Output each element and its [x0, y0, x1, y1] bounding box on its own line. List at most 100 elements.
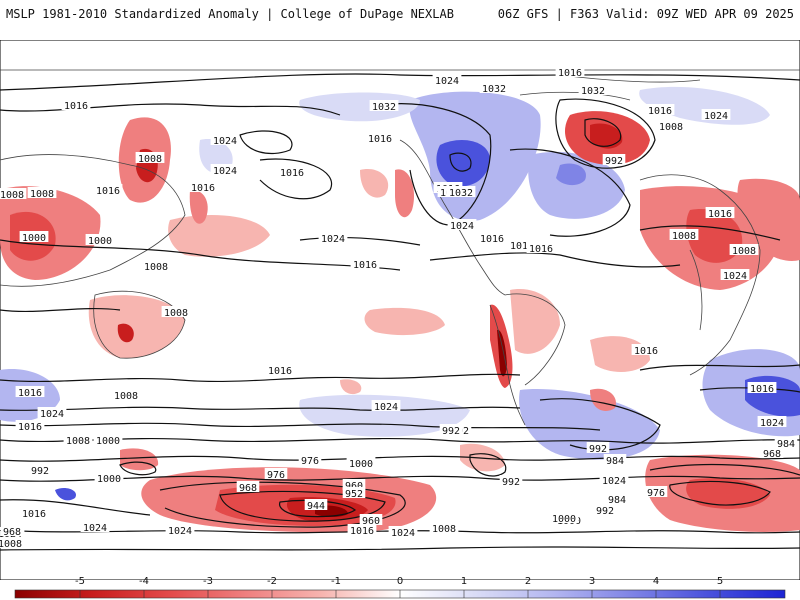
isobar-label: 992 — [596, 506, 614, 517]
isobar-label-bg — [80, 521, 110, 532]
isobar-label-bg — [94, 472, 124, 483]
isobar-label: 1016 — [64, 101, 88, 112]
isobar-label-bg — [774, 437, 798, 448]
isobar-label: 1024 — [168, 526, 192, 537]
isobar-label: 952 — [345, 489, 363, 500]
isobar-label: 1008 — [114, 391, 138, 402]
isobar-label-bg — [586, 442, 610, 453]
isobar-label: 1016 — [510, 241, 534, 252]
isobar-label-bg — [63, 434, 93, 445]
isobar-label: 1024 — [602, 476, 626, 487]
isobar-label-bg — [85, 234, 115, 245]
negative-anomaly-pacific-subtropical — [168, 215, 270, 257]
isobar-label: 1016 — [648, 106, 672, 117]
isobar-label-bg — [236, 481, 260, 492]
isobar-label-bg — [111, 389, 141, 400]
isobar-label-bg — [359, 514, 383, 525]
isobar-label-bg — [210, 164, 240, 175]
isobar-label-bg — [603, 454, 627, 465]
isobar-label: 1016 — [368, 134, 392, 145]
isobar-label: 1008 — [672, 231, 696, 242]
colorbar-tick-label: -5 — [75, 576, 85, 587]
isobar-label: 976 — [647, 488, 665, 499]
isobar-label: 1016 — [350, 526, 374, 537]
isobar-label: 1008 — [432, 524, 456, 535]
positive-anomaly-atlantic — [528, 151, 625, 219]
isobar-label: 1024 — [435, 76, 459, 87]
isobar-label: 992 — [589, 444, 607, 455]
colorbar-tick-label: -3 — [203, 576, 213, 587]
isobar-label: 1024 — [391, 528, 415, 539]
isobar-label-bg — [161, 306, 191, 317]
isobar-label-bg — [265, 364, 295, 375]
isobar-label: 1016 — [18, 388, 42, 399]
isobar-label: 1024 — [213, 136, 237, 147]
isobar-label: 1016 — [529, 244, 553, 255]
colorbar-tick-label: -2 — [267, 576, 277, 587]
isobar-label-bg — [37, 407, 67, 418]
colorbar-tick-label: 5 — [717, 576, 723, 587]
isobar-label: 1016 — [191, 183, 215, 194]
isobar-label-bg — [439, 424, 463, 435]
isobar-label-bg — [499, 475, 523, 486]
isobar-label-bg — [188, 181, 218, 192]
negative-anomaly-north-america-west — [395, 169, 415, 218]
isobar-label-bg — [447, 219, 477, 230]
isobar-label: 1008 — [0, 539, 22, 550]
negative-anomaly-australia — [88, 295, 185, 359]
colorbar-tick-label: 4 — [653, 576, 659, 587]
coastlines — [0, 69, 800, 426]
isobar-label-bg — [210, 134, 240, 145]
isobar-label-bg — [347, 524, 377, 535]
isobar-label-bg — [342, 487, 366, 498]
isobar-label-bg — [605, 493, 629, 504]
isobar-label-bg — [602, 154, 626, 165]
isobar-label: 1016 — [18, 422, 42, 433]
isobar-label: 1008 — [0, 190, 24, 201]
isobar-label: 1016 — [708, 209, 732, 220]
isobar-label: 1032 — [372, 102, 396, 113]
isobar-label-bg — [342, 479, 366, 490]
isobar-label-bg — [15, 420, 45, 431]
colorbar: -5 -4 -3 -2 -1 0 1 2 3 4 5 — [14, 576, 786, 599]
isobar-label: 968 — [763, 449, 781, 460]
isobar-label: 984 — [608, 495, 626, 506]
isobar-label-bg — [555, 66, 585, 77]
isobar-label-bg — [93, 184, 123, 195]
isobar-label-bg — [365, 132, 395, 143]
isobar-label-bg — [388, 526, 418, 537]
isobar-label-bg — [135, 152, 165, 163]
colorbar-tick-label: -4 — [139, 576, 149, 587]
negative-anomaly-south-america — [510, 289, 560, 354]
positive-anomaly-atlantic-core — [556, 163, 586, 186]
isobar-label-bg — [599, 474, 629, 485]
isobar-label: 968 — [239, 483, 257, 494]
isobar-label-bg — [0, 537, 25, 548]
isobar-label-bg — [19, 507, 49, 518]
isobar-label: 960 — [362, 516, 380, 527]
isobar-label: 1016 — [22, 509, 46, 520]
isobar-label-bg — [429, 522, 459, 533]
isobar-label: 1024 — [450, 221, 474, 232]
isobar-label-bg — [705, 207, 735, 218]
colorbar-tick-label: 1 — [461, 576, 467, 587]
isobar-label-bg — [760, 447, 784, 458]
positive-anomaly-core-canada — [436, 140, 490, 187]
isobar-label: 1000 — [349, 459, 373, 470]
isobar-label: 1024 — [723, 271, 747, 282]
colorbar-tick-label: 2 — [525, 576, 531, 587]
isobar-label: 1024 — [374, 402, 398, 413]
negative-anomaly-africa-core — [686, 209, 743, 263]
map-title: MSLP 1981-2010 Standardized Anomaly | Co… — [6, 7, 454, 21]
isobar-label: 1032 — [581, 86, 605, 97]
isobar-label-bg — [371, 400, 401, 411]
isobar-label: 1016 — [558, 68, 582, 79]
isobar-label: 1016 — [634, 346, 658, 357]
isobar-label-bg — [277, 166, 307, 177]
isobar-label-bg — [93, 434, 123, 445]
negative-anomaly-south-pacific-small — [340, 379, 362, 395]
isobar-label-bg — [141, 260, 171, 271]
isobar-label: 1024 — [321, 234, 345, 245]
